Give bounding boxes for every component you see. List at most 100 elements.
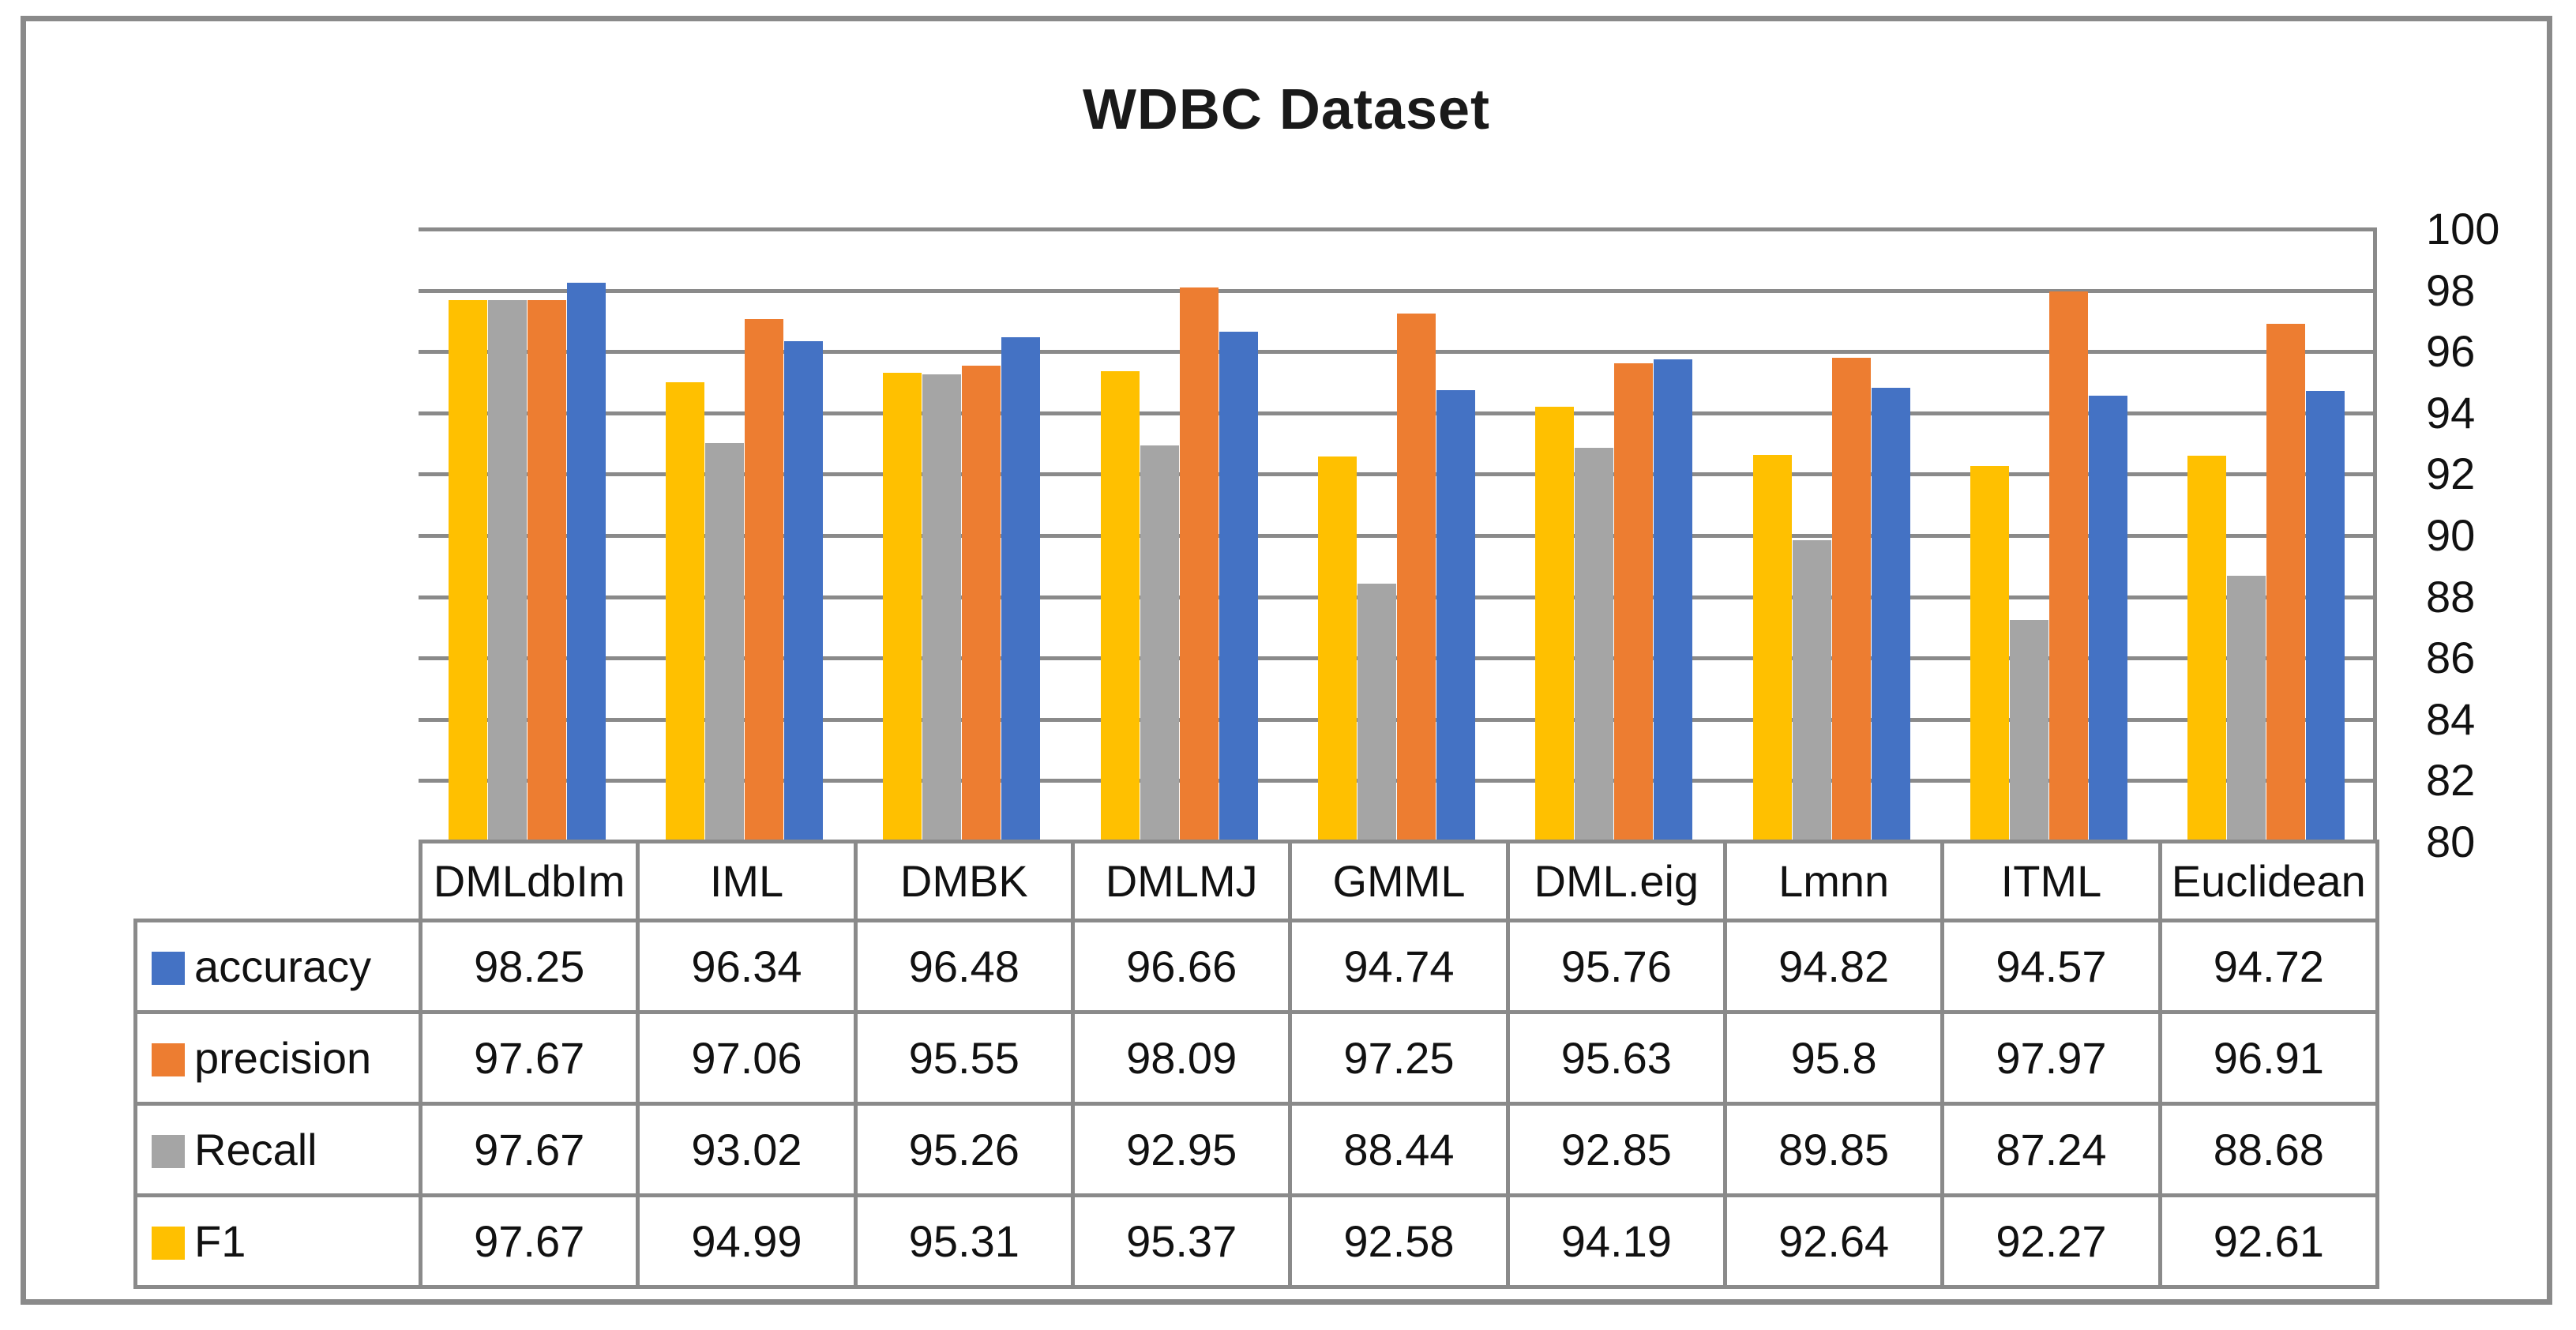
table-row-F1: F1 97.67 94.99 95.31 95.37 92.58 94.19 92.64 92.… bbox=[133, 1193, 2379, 1289]
bar-Recall-ITML bbox=[2009, 620, 2048, 842]
value-cell: 97.97 bbox=[1940, 1010, 2162, 1106]
bar-precision-DML.eig bbox=[1614, 363, 1654, 842]
value-cell: 92.61 bbox=[2157, 1193, 2379, 1289]
y-axis-tick-label: 82 bbox=[2426, 755, 2476, 806]
y-axis-tick-label: 90 bbox=[2426, 510, 2476, 560]
bar-Recall-Lmnn bbox=[1792, 539, 1831, 842]
value-cell: 97.67 bbox=[418, 1010, 640, 1106]
y-axis-tick-label: 96 bbox=[2426, 326, 2476, 377]
y-axis-tick-label: 80 bbox=[2426, 817, 2476, 866]
bar-Recall-DMBK bbox=[922, 374, 962, 842]
bar-accuracy-Euclidean bbox=[2306, 390, 2345, 842]
y-axis-tick-label: 98 bbox=[2426, 265, 2476, 315]
bar-Recall-DMLdbIm bbox=[487, 300, 527, 842]
value-cell: 95.37 bbox=[1070, 1193, 1293, 1289]
bar-Recall-DMLMJ bbox=[1140, 445, 1179, 842]
category-header-cell: DMBK bbox=[853, 840, 1075, 922]
y-axis-tick-label: 100 bbox=[2426, 204, 2500, 254]
bar-F1-GMML bbox=[1317, 456, 1357, 842]
value-cell: 94.19 bbox=[1505, 1193, 1727, 1289]
value-cell: 93.02 bbox=[636, 1102, 858, 1197]
bar-F1-DMLdbIm bbox=[448, 300, 487, 842]
y-axis-tick-label: 92 bbox=[2426, 449, 2476, 499]
table-row-precision: precision 97.67 97.06 95.55 98.09 97.25 95.63 9… bbox=[133, 1010, 2379, 1106]
value-cell: 92.58 bbox=[1288, 1193, 1510, 1289]
y-axis-tick-label: 86 bbox=[2426, 633, 2476, 683]
bar-accuracy-DMLdbIm bbox=[566, 282, 606, 842]
value-cell: 96.34 bbox=[636, 919, 858, 1014]
bar-F1-DMLMJ bbox=[1100, 370, 1140, 842]
bar-F1-DML.eig bbox=[1535, 407, 1575, 842]
value-cell: 98.25 bbox=[418, 919, 640, 1014]
y-axis-tick-label: 84 bbox=[2426, 693, 2476, 744]
series-label-cell: precision bbox=[133, 1010, 422, 1106]
legend-swatch-F1 bbox=[152, 1227, 185, 1260]
bar-accuracy-DMLMJ bbox=[1219, 331, 1258, 842]
data-table: DMLdbIm IML DMBK DMLMJ GMML DML.eig Lmnn ITML Eu… bbox=[133, 840, 2379, 1289]
category-header-cell: Lmnn bbox=[1722, 840, 1945, 922]
value-cell: 92.85 bbox=[1505, 1102, 1727, 1197]
bar-precision-DMLdbIm bbox=[527, 300, 566, 842]
bar-precision-DMLMJ bbox=[1179, 287, 1219, 842]
bar-accuracy-ITML bbox=[2089, 395, 2128, 842]
bar-accuracy-GMML bbox=[1436, 390, 1476, 842]
category-header-cell: IML bbox=[636, 840, 858, 922]
category-header-cell: DMLMJ bbox=[1070, 840, 1293, 922]
category-header-cell: Euclidean bbox=[2157, 840, 2379, 922]
bar-accuracy-DMBK bbox=[1001, 336, 1041, 842]
value-cell: 94.57 bbox=[1940, 919, 2162, 1014]
category-header-cell: DML.eig bbox=[1505, 840, 1727, 922]
value-cell: 87.24 bbox=[1940, 1102, 2162, 1197]
gridline bbox=[419, 227, 2375, 231]
legend-swatch-precision bbox=[152, 1043, 185, 1076]
bar-F1-DMBK bbox=[883, 372, 922, 842]
series-label-cell: accuracy bbox=[133, 919, 422, 1014]
chart-title: WDBC Dataset bbox=[1082, 78, 1491, 141]
bar-precision-Lmnn bbox=[1831, 357, 1871, 842]
series-label-cell: Recall bbox=[133, 1102, 422, 1197]
value-cell: 97.25 bbox=[1288, 1010, 1510, 1106]
series-label-cell: F1 bbox=[133, 1193, 422, 1289]
y-axis-tick-label: 88 bbox=[2426, 571, 2476, 622]
category-header-cell: GMML bbox=[1288, 840, 1510, 922]
category-header-cell: DMLdbIm bbox=[418, 840, 640, 922]
bar-precision-Euclidean bbox=[2266, 323, 2306, 842]
gridline bbox=[419, 288, 2375, 293]
value-cell: 96.91 bbox=[2157, 1010, 2379, 1106]
category-header-cell: ITML bbox=[1940, 840, 2162, 922]
table-corner-blank bbox=[136, 842, 421, 921]
table-row-Recall: Recall 97.67 93.02 95.26 92.95 88.44 92.85 89.8… bbox=[133, 1102, 2379, 1197]
value-cell: 95.31 bbox=[853, 1193, 1075, 1289]
legend-swatch-Recall bbox=[152, 1135, 185, 1168]
bar-accuracy-IML bbox=[784, 341, 824, 842]
value-cell: 94.74 bbox=[1288, 919, 1510, 1014]
bar-accuracy-DML.eig bbox=[1654, 359, 1693, 842]
bar-F1-ITML bbox=[1970, 465, 2009, 842]
bar-precision-ITML bbox=[2049, 291, 2089, 842]
value-cell: 96.48 bbox=[853, 919, 1075, 1014]
bar-Recall-DML.eig bbox=[1575, 448, 1614, 842]
value-cell: 95.55 bbox=[853, 1010, 1075, 1106]
table-row-accuracy: accuracy 98.25 96.34 96.48 96.66 94.74 95.76 94… bbox=[133, 919, 2379, 1014]
value-cell: 88.68 bbox=[2157, 1102, 2379, 1197]
value-cell: 98.09 bbox=[1070, 1010, 1293, 1106]
value-cell: 97.06 bbox=[636, 1010, 858, 1106]
value-cell: 97.67 bbox=[418, 1102, 640, 1197]
bar-accuracy-Lmnn bbox=[1871, 387, 1910, 842]
legend-swatch-accuracy bbox=[152, 952, 185, 985]
value-cell: 96.66 bbox=[1070, 919, 1293, 1014]
value-cell: 92.27 bbox=[1940, 1193, 2162, 1289]
value-cell: 95.76 bbox=[1505, 919, 1727, 1014]
bar-precision-GMML bbox=[1397, 313, 1436, 842]
bar-Recall-IML bbox=[704, 442, 744, 842]
bar-F1-Lmnn bbox=[1752, 454, 1792, 842]
bar-Recall-Euclidean bbox=[2227, 576, 2266, 842]
value-cell: 94.82 bbox=[1722, 919, 1945, 1014]
y-axis-line bbox=[2373, 227, 2377, 842]
y-axis-tick-label: 94 bbox=[2426, 387, 2476, 438]
value-cell: 92.64 bbox=[1722, 1193, 1945, 1289]
value-cell: 89.85 bbox=[1722, 1102, 1945, 1197]
value-cell: 95.26 bbox=[853, 1102, 1075, 1197]
value-cell: 94.99 bbox=[636, 1193, 858, 1289]
bar-precision-IML bbox=[745, 319, 784, 842]
